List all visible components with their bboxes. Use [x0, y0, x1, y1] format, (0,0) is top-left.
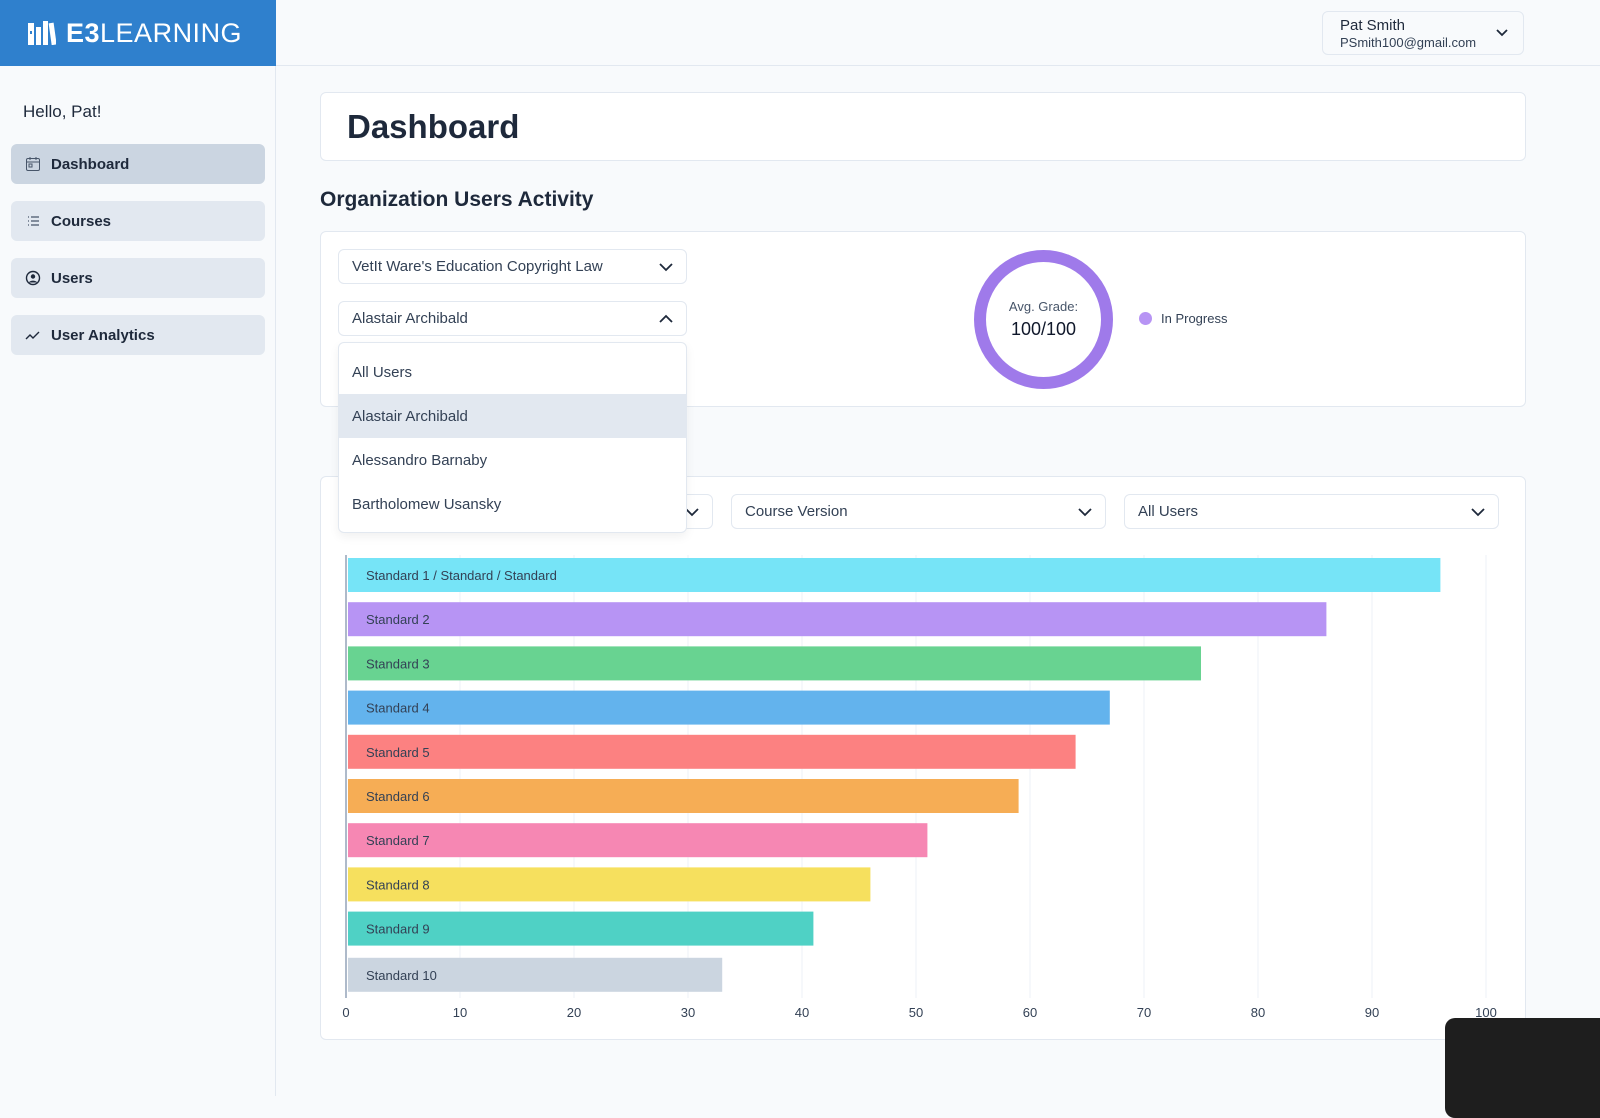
brand-rest: LEARNING [100, 17, 243, 48]
greeting: Hello, Pat! [23, 102, 102, 121]
bar [348, 779, 1019, 813]
legend-dot [1139, 312, 1152, 325]
trend-icon [25, 331, 40, 340]
dropdown-option[interactable]: Alastair Archibald [339, 394, 686, 438]
chevron-down-icon [659, 263, 673, 272]
list-icon [28, 216, 39, 226]
chevron-down-icon [1496, 29, 1508, 37]
bar [348, 646, 1201, 681]
x-tick-label: 10 [453, 1005, 467, 1020]
legend-label: In Progress [1161, 311, 1228, 326]
chevron-up-icon [659, 314, 673, 323]
standards-bar-chart: 0 10 20 30 40 50 60 70 80 90 100 Standard 1 / Stand… [342, 555, 1497, 1020]
dropdown-option[interactable]: Bartholomew Usansky [352, 495, 502, 513]
user-select-value: Alastair Archibald [352, 310, 468, 327]
section-title: Organization Users Activity [320, 188, 594, 211]
bar-label: Standard 3 [366, 656, 430, 671]
bar-label: Standard 1 / Standard / Standard [366, 568, 557, 583]
chevron-down-icon [1471, 508, 1485, 517]
bar-label: Standard 10 [366, 968, 437, 983]
bar [348, 602, 1327, 637]
bar-label: Standard 7 [366, 833, 430, 848]
brand-bold: E3 [66, 17, 101, 48]
books-icon [28, 21, 56, 45]
course-select[interactable]: VetIt Ware's Education Copyright Law [338, 249, 687, 284]
sidebar-item-label: User Analytics [51, 326, 155, 344]
sidebar-item-dashboard[interactable]: Dashboard [11, 144, 265, 184]
user-menu[interactable]: Pat Smith PSmith100@gmail.com [1322, 11, 1524, 55]
sidebar-item-courses[interactable]: Courses [11, 201, 265, 241]
dropdown-option[interactable]: All Users [352, 363, 413, 381]
bar-label: Standard 9 [366, 922, 430, 937]
x-tick-label: 60 [1023, 1005, 1037, 1020]
x-tick-label: 100 [1475, 1005, 1497, 1020]
user-select[interactable]: Alastair Archibald [338, 301, 687, 336]
page-title: Dashboard [320, 92, 1526, 161]
chevron-down-icon [685, 508, 699, 517]
bar [348, 867, 871, 902]
bar-label: Standard 5 [366, 745, 430, 760]
calendar-icon [26, 157, 40, 171]
chevron-down-icon [1078, 508, 1092, 517]
x-tick-label: 30 [681, 1005, 695, 1020]
user-email: PSmith100@gmail.com [1340, 35, 1477, 50]
bar [348, 823, 928, 858]
user-circle-icon [25, 270, 41, 286]
x-tick-label: 50 [909, 1005, 923, 1020]
course-version-select[interactable]: Course Version [731, 494, 1106, 529]
bar-label: Standard 6 [366, 789, 430, 804]
user-dropdown-menu: All Users Alastair Archibald Alessandro … [338, 342, 687, 533]
sidebar-item-user-analytics[interactable]: User Analytics [11, 315, 265, 355]
sidebar-item-users[interactable]: Users [11, 258, 265, 298]
sidebar-item-label: Dashboard [51, 155, 130, 173]
dropdown-option[interactable]: Alessandro Barnaby [352, 451, 488, 469]
course-version-value: Course Version [745, 503, 848, 520]
x-tick-label: 80 [1251, 1005, 1265, 1020]
x-tick-label: 40 [795, 1005, 809, 1020]
donut-label: Avg. Grade: [1008, 299, 1079, 314]
user-name: Pat Smith [1340, 17, 1406, 34]
x-tick-label: 70 [1137, 1005, 1151, 1020]
chart-users-value: All Users [1138, 503, 1199, 520]
sidebar: Hello, Pat! Dashboard Courses Users User… [0, 66, 276, 1096]
bar [348, 911, 814, 946]
bar-label: Standard 2 [366, 612, 430, 627]
bar [348, 690, 1110, 725]
bar-label: Standard 8 [366, 877, 430, 892]
floating-widget[interactable] [1445, 1018, 1600, 1118]
x-tick-label: 0 [342, 1005, 349, 1020]
donut-value: 100/100 [1010, 319, 1077, 339]
chart-users-select[interactable]: All Users [1124, 494, 1499, 529]
x-tick-label: 90 [1365, 1005, 1379, 1020]
avg-grade-donut: Avg. Grade: 100/100 [974, 250, 1113, 389]
x-tick-label: 20 [567, 1005, 581, 1020]
bar [348, 558, 1441, 592]
bar [348, 734, 1076, 769]
sidebar-item-label: Users [51, 269, 93, 287]
donut-legend: In Progress [1139, 311, 1227, 326]
bar-label: Standard 4 [366, 701, 430, 716]
sidebar-item-label: Courses [51, 212, 112, 230]
course-select-value: VetIt Ware's Education Copyright Law [352, 258, 603, 275]
bar [348, 957, 723, 992]
brand-logo[interactable]: E3 LEARNING [0, 0, 276, 66]
